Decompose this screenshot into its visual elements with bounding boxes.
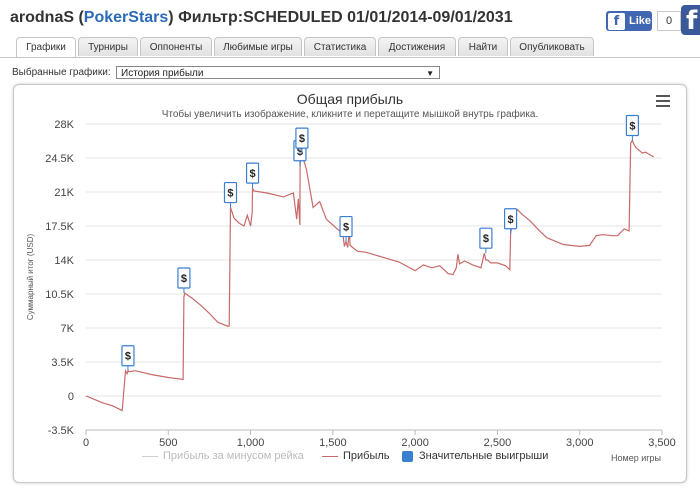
big-win-flag-label: $ bbox=[483, 233, 489, 245]
tab-divider bbox=[0, 57, 700, 58]
y-tick-label: 3.5K bbox=[51, 357, 74, 369]
big-win-flag-label: $ bbox=[227, 188, 233, 200]
big-win-flag bbox=[479, 227, 493, 249]
chart-select[interactable]: История прибыли ▼ bbox=[116, 66, 440, 79]
tab-charts[interactable]: Графики bbox=[16, 37, 76, 58]
facebook-like-count: 0 bbox=[657, 11, 681, 31]
dropdown-arrow-icon: ▼ bbox=[426, 69, 434, 78]
filter-label: Фильтр: bbox=[178, 9, 244, 26]
big-win-flag-label: $ bbox=[629, 121, 635, 133]
tab-find[interactable]: Найти bbox=[458, 37, 508, 56]
tab-favorite-games[interactable]: Любимые игры bbox=[214, 37, 302, 56]
chart-select-value: История прибыли bbox=[121, 68, 204, 79]
big-win-flag-label: $ bbox=[249, 168, 255, 180]
big-win-flag-label: $ bbox=[181, 273, 187, 285]
x-tick-label: 3,500 bbox=[648, 437, 676, 449]
big-win-flag-label: $ bbox=[343, 222, 349, 234]
chart-legend: Прибыль за минусом рейка Прибыль Значите… bbox=[0, 450, 700, 464]
legend-item-profit[interactable]: Прибыль bbox=[322, 450, 390, 462]
facebook-like-button[interactable]: f Like bbox=[606, 11, 652, 31]
y-tick-label: 14K bbox=[54, 255, 74, 267]
series-line-profit bbox=[85, 139, 655, 412]
y-axis-title: Суммарный итог (USD) bbox=[26, 234, 35, 321]
tab-achievements[interactable]: Достижения bbox=[378, 37, 456, 56]
legend-swatch bbox=[142, 455, 158, 457]
x-tick-label: 2,500 bbox=[484, 437, 512, 449]
big-win-flag bbox=[223, 181, 238, 204]
player-name: arodnaS bbox=[10, 9, 75, 26]
chart-title: Общая прибыль bbox=[296, 91, 404, 107]
big-win-flag-label: $ bbox=[508, 214, 514, 226]
big-win-flag-label: $ bbox=[297, 146, 303, 158]
big-win-flag-label: $ bbox=[125, 351, 131, 363]
x-tick-label: 500 bbox=[159, 437, 177, 449]
y-tick-label: 7K bbox=[61, 323, 75, 335]
legend-label: Прибыль bbox=[343, 450, 390, 462]
legend-label: Прибыль за минусом рейка bbox=[163, 450, 304, 462]
header-bar: arodnaS (PokerStars) Фильтр:SCHEDULED 01… bbox=[0, 0, 700, 38]
tab-tournaments[interactable]: Турниры bbox=[78, 37, 138, 56]
x-tick-label: 1,500 bbox=[319, 437, 347, 449]
facebook-logo-icon[interactable]: f bbox=[681, 5, 700, 36]
filter-value: SCHEDULED 01/01/2014-09/01/2031 bbox=[243, 9, 513, 26]
y-tick-label: 21K bbox=[54, 187, 74, 199]
big-win-flag bbox=[503, 208, 518, 230]
x-tick-label: 3,000 bbox=[566, 437, 594, 449]
tab-opponents[interactable]: Оппоненты bbox=[140, 37, 212, 56]
chart-select-label: Выбранные графики: bbox=[12, 67, 111, 78]
facebook-icon: f bbox=[608, 12, 625, 30]
big-win-flag-label: $ bbox=[299, 133, 305, 145]
big-win-flag bbox=[245, 162, 260, 184]
legend-label: Значительные выигрыши bbox=[419, 450, 549, 462]
big-win-flag bbox=[177, 267, 191, 289]
page-title: arodnaS (PokerStars) Фильтр:SCHEDULED 01… bbox=[10, 9, 513, 26]
x-tick-label: 2,000 bbox=[401, 437, 429, 449]
big-win-flag bbox=[339, 215, 353, 238]
y-tick-label: 24.5K bbox=[45, 153, 74, 165]
chart-menu-icon[interactable] bbox=[656, 95, 670, 107]
y-tick-label: 0 bbox=[68, 391, 74, 403]
x-axis-title: Номер игры bbox=[611, 453, 661, 463]
legend-swatch bbox=[322, 455, 338, 457]
y-tick-label: 28K bbox=[54, 119, 74, 131]
tab-statistics[interactable]: Статистика bbox=[304, 37, 376, 56]
big-win-flag bbox=[295, 127, 309, 149]
legend-item-net-profit[interactable]: Прибыль за минусом рейка bbox=[142, 450, 304, 462]
tab-publish[interactable]: Опубликовать bbox=[510, 37, 594, 56]
x-tick-label: 1,000 bbox=[237, 437, 265, 449]
big-win-flag bbox=[121, 345, 135, 367]
y-tick-label: 10.5K bbox=[45, 289, 74, 301]
legend-item-big-wins[interactable]: Значительные выигрыши bbox=[402, 450, 548, 462]
site-link[interactable]: PokerStars bbox=[83, 9, 169, 26]
legend-swatch bbox=[402, 450, 413, 462]
chart-panel bbox=[13, 84, 687, 483]
facebook-like-label: Like bbox=[629, 15, 652, 27]
x-tick-label: 0 bbox=[83, 437, 89, 449]
chart-subtitle: Чтобы увеличить изображение, кликните и … bbox=[161, 109, 539, 120]
big-win-flag bbox=[625, 114, 639, 137]
y-tick-label: -3.5K bbox=[48, 425, 75, 437]
y-tick-label: 17.5K bbox=[45, 221, 74, 233]
